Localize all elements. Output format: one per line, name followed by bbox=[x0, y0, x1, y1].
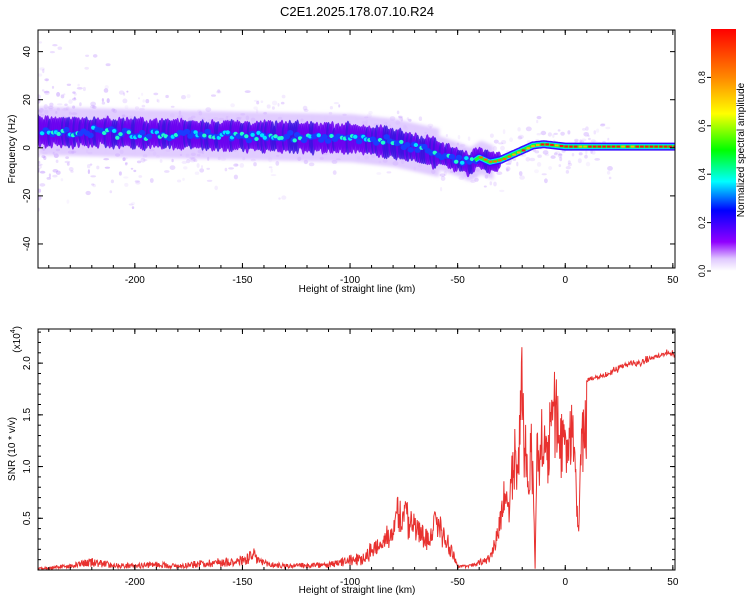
svg-text:(x104): (x104) bbox=[10, 326, 23, 353]
snr-scale-close: ) bbox=[12, 326, 23, 329]
chart-title: C2E1.2025.178.07.10.R24 bbox=[280, 4, 434, 19]
spectrogram-x-tick-label: 0 bbox=[562, 275, 568, 286]
spectrogram-x-tick-label: -150 bbox=[232, 275, 252, 286]
spectrogram-x-label: Height of straight line (km) bbox=[299, 284, 416, 295]
spectrogram-y-tick-label: 0 bbox=[22, 145, 33, 151]
spectrogram-y-tick-label: -20 bbox=[22, 188, 33, 203]
snr-scale-base: (x10 bbox=[12, 333, 23, 353]
colorbar-tick-label: 0.6 bbox=[697, 120, 707, 133]
snr-x-tick-label: 0 bbox=[562, 577, 568, 588]
colorbar-ticks: 0.0 0.2 0.4 0.6 0.8 bbox=[697, 71, 711, 277]
snr-y-label: SNR (10 * v/v) bbox=[7, 417, 18, 481]
snr-y-scale-note: (x104) bbox=[10, 326, 23, 353]
snr-y-tick-label: 2.0 bbox=[22, 356, 33, 370]
snr-line bbox=[38, 347, 675, 570]
spectrogram-x-tick-label: -50 bbox=[450, 275, 465, 286]
snr-panel: -200 -150 -100 -50 0 50 0.5 1.0 1.5 2.0 Height o… bbox=[7, 326, 679, 596]
spectrogram-frame bbox=[37, 29, 676, 269]
snr-y-tick-label: 1.0 bbox=[22, 459, 33, 473]
snr-x-tick-label: -100 bbox=[340, 577, 360, 588]
spectrogram-x-tick-label: -100 bbox=[340, 275, 360, 286]
snr-y-tick-label: 0.5 bbox=[22, 511, 33, 525]
snr-scale-exponent: 4 bbox=[10, 329, 17, 333]
snr-x-label: Height of straight line (km) bbox=[299, 585, 416, 596]
colorbar-tick-label: 0.4 bbox=[697, 168, 707, 181]
snr-frame bbox=[37, 328, 676, 571]
colorbar-tick-label: 0.2 bbox=[697, 216, 707, 229]
colorbar: 0.0 0.2 0.4 0.6 0.8 Normalized spectral ampl… bbox=[697, 29, 747, 277]
snr-x-tick-label: -200 bbox=[125, 577, 145, 588]
spectrogram-y-label: Frequency (Hz) bbox=[7, 115, 18, 184]
colorbar-gradient bbox=[711, 29, 736, 271]
snr-series bbox=[38, 347, 675, 570]
spectrogram-y-axis: -40 -20 0 20 40 bbox=[22, 46, 675, 251]
spectrogram-narrow-ridge bbox=[471, 140, 675, 167]
colorbar-label: Normalized spectral amplitude bbox=[736, 82, 747, 217]
colorbar-tick-label: 0.8 bbox=[697, 71, 707, 84]
snr-y-axis: 0.5 1.0 1.5 2.0 bbox=[22, 331, 675, 561]
spectrogram-y-tick-label: 20 bbox=[22, 94, 33, 106]
snr-x-tick-label: -50 bbox=[450, 577, 465, 588]
snr-x-tick-label: -150 bbox=[232, 577, 252, 588]
snr-y-tick-label: 1.5 bbox=[22, 407, 33, 421]
snr-x-axis: -200 -150 -100 -50 0 50 bbox=[48, 329, 679, 588]
spectrogram-image bbox=[38, 41, 675, 212]
snr-x-tick-label: 50 bbox=[667, 577, 679, 588]
colorbar-tick-label: 0.0 bbox=[697, 265, 707, 278]
snr-plot-area bbox=[38, 329, 675, 570]
spectrogram-x-tick-label: 50 bbox=[667, 275, 679, 286]
spectrogram-x-tick-label: -200 bbox=[125, 275, 145, 286]
spectrogram-x-axis: -200 -150 -100 -50 0 50 bbox=[48, 30, 679, 286]
spectrogram-blobs bbox=[39, 124, 494, 166]
spectrogram-y-tick-label: 40 bbox=[22, 46, 33, 58]
spectrogram-y-tick-label: -40 bbox=[22, 236, 33, 251]
